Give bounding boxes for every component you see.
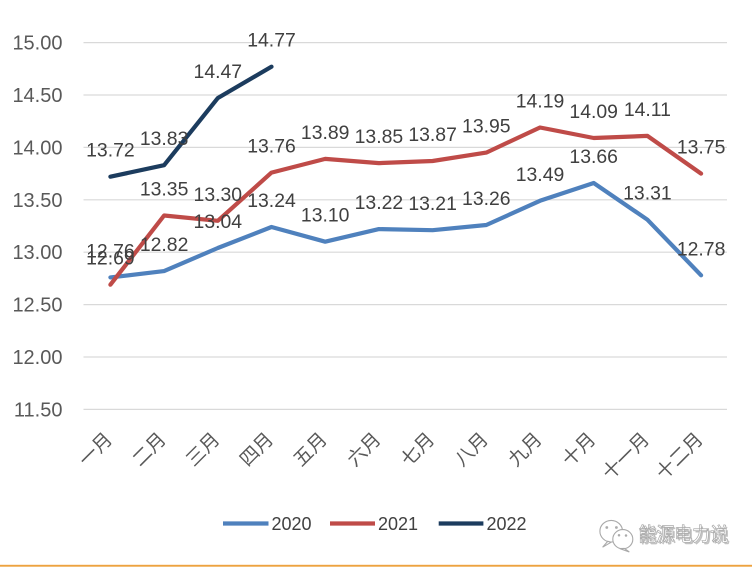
svg-text:13.10: 13.10 bbox=[301, 205, 350, 227]
svg-text:13.50: 13.50 bbox=[12, 190, 62, 212]
svg-text:13.95: 13.95 bbox=[462, 116, 511, 138]
svg-text:13.30: 13.30 bbox=[194, 184, 243, 206]
svg-text:12.00: 12.00 bbox=[12, 347, 62, 369]
svg-text:13.89: 13.89 bbox=[301, 122, 350, 144]
svg-text:2020: 2020 bbox=[272, 514, 312, 534]
svg-text:12.82: 12.82 bbox=[140, 234, 189, 256]
svg-text:14.09: 14.09 bbox=[569, 101, 618, 123]
svg-text:13.76: 13.76 bbox=[247, 136, 296, 158]
svg-text:13.66: 13.66 bbox=[569, 146, 618, 168]
svg-text:2021: 2021 bbox=[378, 514, 418, 534]
svg-text:13.49: 13.49 bbox=[516, 164, 565, 186]
svg-text:12.78: 12.78 bbox=[677, 238, 726, 260]
svg-text:13.24: 13.24 bbox=[247, 190, 296, 212]
svg-text:15.00: 15.00 bbox=[12, 33, 62, 55]
svg-text:13.35: 13.35 bbox=[140, 179, 189, 201]
svg-text:13.85: 13.85 bbox=[355, 126, 404, 148]
svg-text:13.31: 13.31 bbox=[623, 183, 672, 205]
svg-text:13.04: 13.04 bbox=[194, 211, 243, 233]
svg-text:13.00: 13.00 bbox=[12, 242, 62, 264]
svg-text:14.11: 14.11 bbox=[624, 99, 671, 121]
svg-text:14.50: 14.50 bbox=[12, 85, 62, 107]
svg-text:14.00: 14.00 bbox=[12, 137, 62, 159]
svg-text:13.21: 13.21 bbox=[408, 193, 457, 215]
svg-text:13.26: 13.26 bbox=[462, 188, 511, 210]
svg-text:13.72: 13.72 bbox=[86, 140, 135, 162]
svg-text:12.76: 12.76 bbox=[86, 240, 135, 262]
svg-text:12.69: 12.69 bbox=[86, 248, 135, 270]
svg-text:13.83: 13.83 bbox=[140, 128, 189, 150]
svg-text:14.77: 14.77 bbox=[247, 30, 296, 52]
svg-text:13.87: 13.87 bbox=[408, 124, 457, 146]
svg-text:13.22: 13.22 bbox=[355, 192, 404, 214]
svg-text:2022: 2022 bbox=[487, 514, 527, 534]
svg-text:14.47: 14.47 bbox=[194, 61, 243, 83]
svg-text:12.50: 12.50 bbox=[12, 295, 62, 317]
svg-text:11.50: 11.50 bbox=[14, 399, 63, 421]
svg-text:14.19: 14.19 bbox=[516, 91, 565, 113]
svg-text:13.75: 13.75 bbox=[677, 137, 726, 159]
